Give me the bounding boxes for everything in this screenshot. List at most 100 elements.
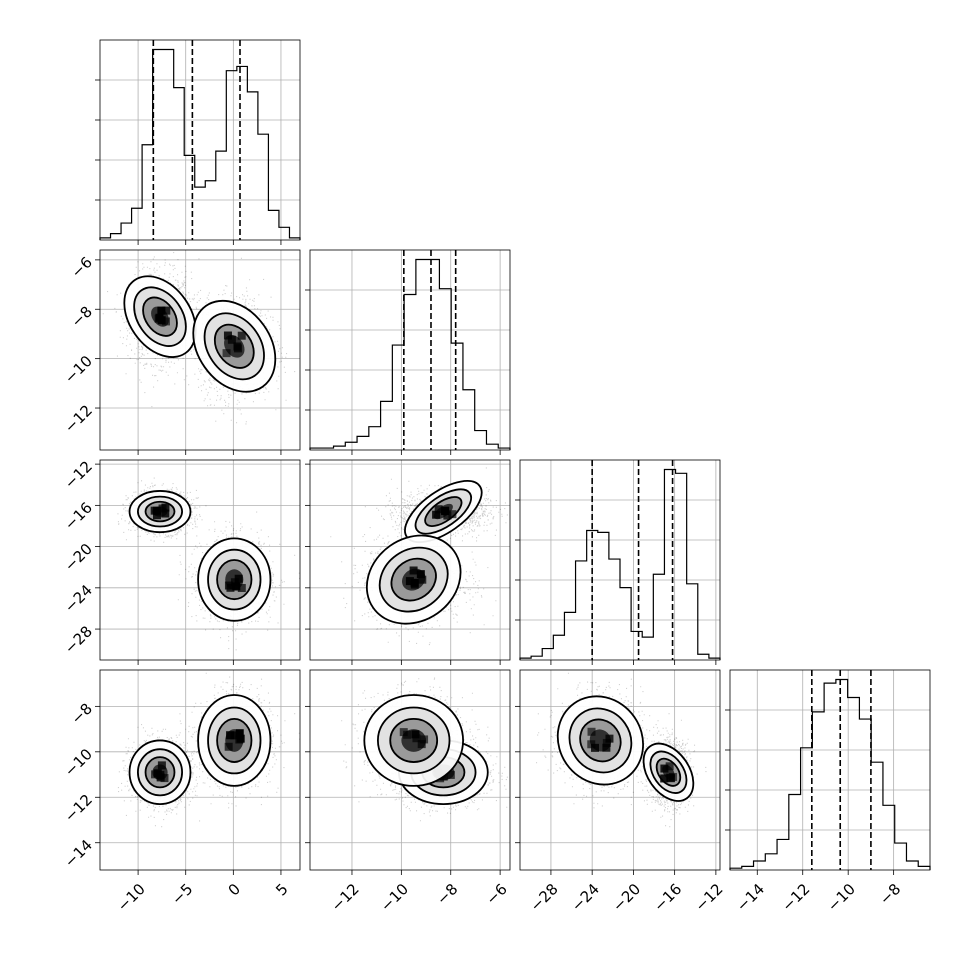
density-cell <box>448 510 457 519</box>
panel-background <box>100 460 300 660</box>
density-cell <box>417 740 426 749</box>
x-tick-label: −6 <box>483 880 511 908</box>
density-cell <box>161 509 170 518</box>
histogram-panel <box>305 249 511 455</box>
histogram-panel <box>95 39 301 245</box>
panel-border <box>519 669 721 871</box>
y-tick-label: −12 <box>61 457 96 492</box>
y-tick-label: −8 <box>68 303 96 331</box>
density-cell <box>232 582 241 591</box>
scatter-panel: −12 −10 −8 −6 <box>61 249 301 455</box>
density-cell <box>602 738 611 747</box>
density-cell <box>237 583 246 592</box>
density-cell <box>405 577 414 586</box>
x-tick-label: −5 <box>168 880 196 908</box>
density-cell <box>235 735 244 744</box>
density-cell <box>665 762 674 771</box>
y-tick-label: −10 <box>61 745 96 780</box>
y-tick-label: −16 <box>61 499 96 534</box>
panel-border <box>99 249 301 451</box>
density-cell <box>660 764 669 773</box>
x-tick-label: −16 <box>650 880 685 915</box>
density-cell <box>226 583 235 592</box>
histogram-step <box>99 48 301 240</box>
y-tick-label: −10 <box>61 352 96 387</box>
panel-border <box>519 459 721 661</box>
x-tick-label: −12 <box>328 880 363 915</box>
y-tick-label: −8 <box>68 700 96 728</box>
x-tick-label: −24 <box>568 880 603 915</box>
x-tick-label: −20 <box>609 880 644 915</box>
density-cell <box>409 566 418 575</box>
x-tick-label: −8 <box>876 880 904 908</box>
density-cell <box>156 773 165 782</box>
histogram-step <box>519 468 721 660</box>
x-tick-label: −14 <box>733 880 768 915</box>
panel-border <box>309 249 511 451</box>
density-cell <box>222 349 231 358</box>
x-tick-label: 0 <box>225 880 244 899</box>
density-cell <box>223 331 232 340</box>
density-cell <box>416 570 425 579</box>
panel-background <box>730 670 930 870</box>
density-cell <box>152 506 161 515</box>
density-cell <box>587 727 596 736</box>
density-cell <box>403 730 412 739</box>
x-tick-label: −8 <box>433 880 461 908</box>
histogram-step <box>309 258 511 450</box>
density-cell <box>420 735 429 744</box>
panel-border <box>729 669 931 871</box>
x-tick-label: −10 <box>114 880 149 915</box>
panel-background <box>310 250 510 450</box>
scatter-panel: −28−24−20−16−12 <box>515 669 727 915</box>
density-layer <box>536 672 707 828</box>
y-tick-label: −28 <box>61 622 96 657</box>
scatter-panel <box>305 459 511 665</box>
density-cell <box>587 740 596 749</box>
density-cell <box>157 306 166 315</box>
histogram-panel <box>515 459 721 665</box>
density-layer <box>117 477 300 651</box>
x-tick-label: −12 <box>778 880 813 915</box>
density-cell <box>410 580 419 589</box>
scatter-panel: −10 −5 0 5 −14 −12 −10 −8 <box>61 669 301 915</box>
y-tick-label: −20 <box>61 540 96 575</box>
density-cell <box>434 505 443 514</box>
x-tick-label: −28 <box>527 880 562 915</box>
density-cell <box>418 575 427 584</box>
x-tick-label: 5 <box>272 880 291 899</box>
density-cell <box>441 507 450 516</box>
density-cell <box>667 774 676 783</box>
scatter-panel: −12 −10 −8 −6 <box>305 669 511 915</box>
density-layer <box>341 677 508 822</box>
y-tick-label: −12 <box>61 401 96 436</box>
density-cell <box>158 504 167 513</box>
density-cell <box>233 342 242 351</box>
density-cell <box>411 730 420 739</box>
density-cell <box>152 511 161 520</box>
scatter-points <box>330 467 508 646</box>
panel-border <box>99 669 301 871</box>
density-cell <box>230 731 239 740</box>
density-cell <box>150 770 159 779</box>
density-cell <box>157 316 166 325</box>
density-cell <box>237 331 246 340</box>
density-cell <box>162 317 171 326</box>
density-layer <box>330 467 508 646</box>
panel-border <box>99 39 301 241</box>
scatter-panel: −28 −24 −20 −16 −12 <box>61 457 301 665</box>
density-cell <box>605 734 614 743</box>
panel-background <box>100 40 300 240</box>
x-tick-label: −10 <box>824 880 859 915</box>
panel-border <box>309 669 511 871</box>
density-layer <box>102 252 296 425</box>
y-tick-label: −24 <box>61 581 96 616</box>
x-tick-label: −12 <box>692 880 727 915</box>
histogram-step <box>729 678 931 870</box>
panel-border <box>309 459 511 661</box>
y-tick-label: −12 <box>61 791 96 826</box>
density-cell <box>235 729 244 738</box>
density-cell <box>432 510 441 519</box>
density-cell <box>660 774 669 783</box>
